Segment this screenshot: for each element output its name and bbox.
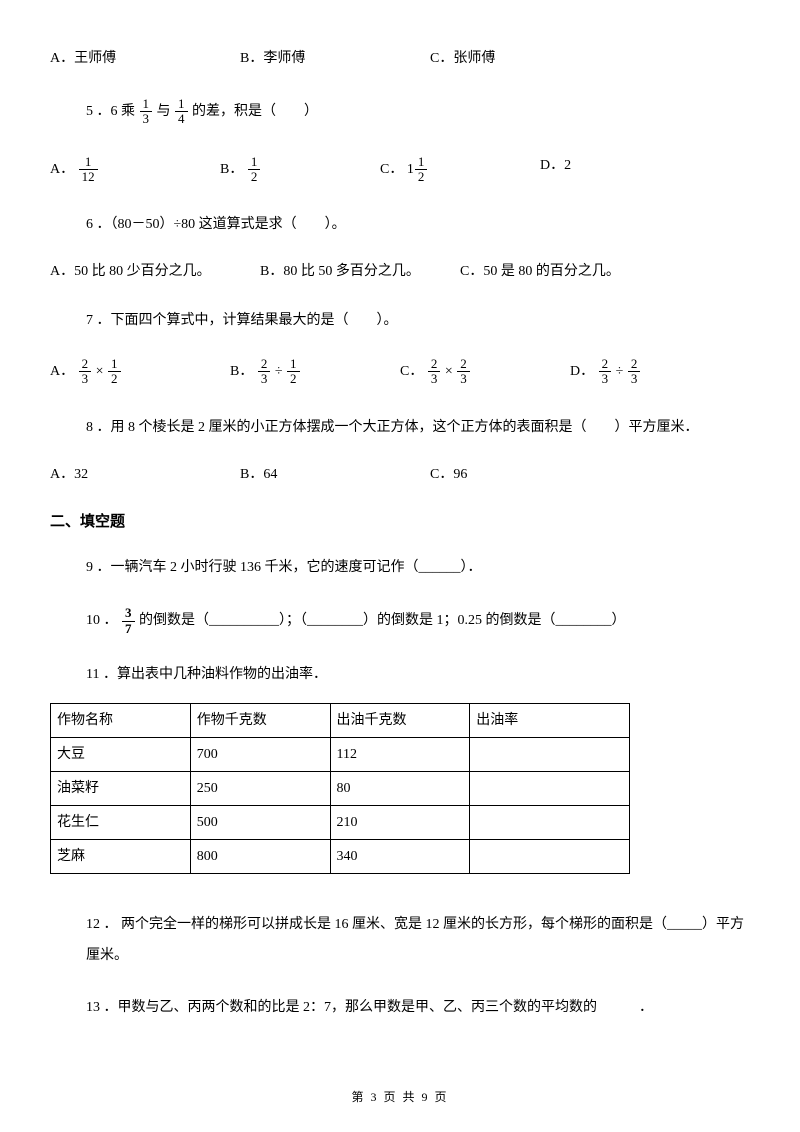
q5-stem: 5 ．6 乘 1 3 与 1 4 的差，积是（ ） bbox=[50, 95, 750, 129]
table-row: 大豆 700 112 bbox=[51, 737, 630, 771]
q7-opt-b: B． 23 ÷ 12 bbox=[230, 357, 400, 387]
q8-opt-b: B．64 bbox=[240, 464, 430, 485]
q5-prefix: 5 ．6 乘 bbox=[86, 104, 135, 119]
table-row: 花生仁 500 210 bbox=[51, 805, 630, 839]
oil-table: 作物名称 作物千克数 出油千克数 出油率 大豆 700 112 油菜籽 250 … bbox=[50, 703, 630, 874]
q12: 12 ． 两个完全一样的梯形可以拼成长是 16 厘米、宽是 12 厘米的长方形，… bbox=[50, 910, 750, 972]
q5-mid: 与 bbox=[157, 104, 171, 119]
q9: 9 ．一辆汽车 2 小时行驶 136 千米，它的速度可记作（______）． bbox=[50, 557, 750, 578]
th-0: 作物名称 bbox=[51, 703, 191, 737]
th-1: 作物千克数 bbox=[190, 703, 330, 737]
q5-options: A． 1 12 B． 1 2 C． 1 1 2 D．2 bbox=[50, 155, 750, 185]
q4-opt-c: C．张师傅 bbox=[430, 48, 610, 69]
q8-options: A．32 B．64 C．96 bbox=[50, 464, 750, 485]
q5-frac2: 1 4 bbox=[175, 97, 188, 127]
q7-options: A． 23 × 12 B． 23 ÷ 12 C． 23 × 23 D． 23 ÷… bbox=[50, 357, 750, 387]
q10-frac: 3 7 bbox=[122, 606, 135, 636]
q13: 13 ．甲数与乙、丙两个数和的比是 2：7，那么甲数是甲、乙、丙三个数的平均数的… bbox=[50, 997, 750, 1018]
q5-opt-a: A． 1 12 bbox=[50, 155, 220, 185]
q5-suffix: 的差，积是（ ） bbox=[192, 104, 318, 119]
q7-opt-d: D． 23 ÷ 23 bbox=[570, 357, 720, 387]
q6-opt-a: A．50 比 80 少百分之几。 bbox=[50, 261, 260, 282]
q6-opt-c: C．50 是 80 的百分之几。 bbox=[460, 261, 680, 282]
q10: 10 ． 3 7 的倒数是（__________）；（________）的倒数是… bbox=[50, 604, 750, 638]
section-2-title: 二、填空题 bbox=[50, 511, 750, 534]
th-2: 出油千克数 bbox=[330, 703, 470, 737]
q5-opt-b: B． 1 2 bbox=[220, 155, 380, 185]
q6-stem: 6 ．（80－50）÷80 这道算式是求（ ）。 bbox=[50, 214, 750, 235]
q4-opt-b: B．李师傅 bbox=[240, 48, 430, 69]
q6-opt-b: B．80 比 50 多百分之几。 bbox=[260, 261, 460, 282]
q8-opt-a: A．32 bbox=[50, 464, 240, 485]
th-3: 出油率 bbox=[470, 703, 630, 737]
table-header-row: 作物名称 作物千克数 出油千克数 出油率 bbox=[51, 703, 630, 737]
q7-stem: 7 ．下面四个算式中，计算结果最大的是（ ）。 bbox=[50, 310, 750, 331]
q4-opt-a: A．王师傅 bbox=[50, 48, 240, 69]
q11: 11 ．算出表中几种油料作物的出油率． bbox=[50, 664, 750, 685]
q7-opt-a: A． 23 × 12 bbox=[50, 357, 230, 387]
table-row: 芝麻 800 340 bbox=[51, 839, 630, 873]
page-footer: 第 3 页 共 9 页 bbox=[0, 1088, 800, 1106]
q7-opt-c: C． 23 × 23 bbox=[400, 357, 570, 387]
q8-stem: 8 ．用 8 个棱长是 2 厘米的小正方体摆成一个大正方体，这个正方体的表面积是… bbox=[50, 417, 750, 438]
q6-options: A．50 比 80 少百分之几。 B．80 比 50 多百分之几。 C．50 是… bbox=[50, 261, 750, 282]
q5-opt-c: C． 1 1 2 bbox=[380, 155, 540, 185]
q5-opt-d: D．2 bbox=[540, 155, 660, 185]
q5-frac1: 1 3 bbox=[140, 97, 153, 127]
q4-options: A．王师傅 B．李师傅 C．张师傅 bbox=[50, 48, 750, 69]
q8-opt-c: C．96 bbox=[430, 464, 610, 485]
table-row: 油菜籽 250 80 bbox=[51, 771, 630, 805]
